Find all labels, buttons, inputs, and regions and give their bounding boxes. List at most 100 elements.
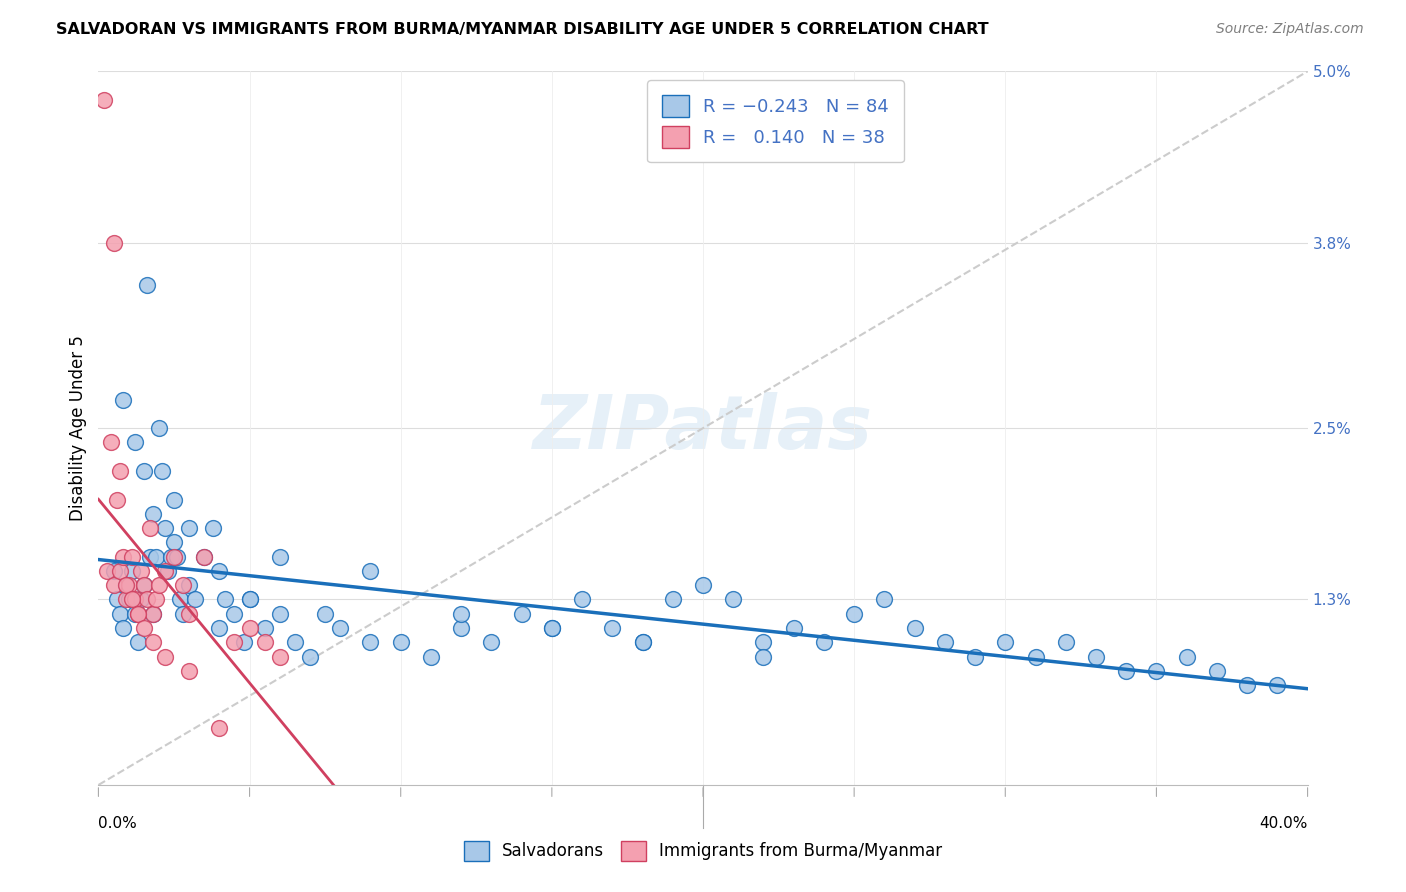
Point <box>904 621 927 635</box>
Point <box>450 607 472 621</box>
Point <box>148 578 170 592</box>
Point <box>184 592 207 607</box>
Point <box>253 635 276 649</box>
Point <box>994 635 1017 649</box>
Point <box>208 721 231 735</box>
Point <box>540 621 562 635</box>
Point <box>160 549 183 564</box>
Point <box>153 564 176 578</box>
Point <box>114 578 136 592</box>
Point <box>105 492 128 507</box>
Point <box>118 578 141 592</box>
Point <box>111 392 134 407</box>
Y-axis label: Disability Age Under 5: Disability Age Under 5 <box>69 335 87 521</box>
Point <box>329 621 352 635</box>
Point <box>129 564 152 578</box>
Point <box>1115 664 1137 678</box>
Point <box>232 635 254 649</box>
Point <box>179 578 201 592</box>
Point <box>269 607 291 621</box>
Point <box>121 549 143 564</box>
Point <box>114 578 136 592</box>
Point <box>631 635 654 649</box>
Point <box>132 464 155 478</box>
Point <box>105 592 128 607</box>
Point <box>148 421 170 435</box>
Text: 0.0%: 0.0% <box>98 816 138 831</box>
Point <box>934 635 956 649</box>
Point <box>224 635 246 649</box>
Point <box>752 635 775 649</box>
Point <box>139 521 162 535</box>
Point <box>124 607 146 621</box>
Point <box>135 592 157 607</box>
Point <box>752 649 775 664</box>
Point <box>873 592 896 607</box>
Point <box>540 621 562 635</box>
Point <box>208 564 231 578</box>
Point <box>224 607 246 621</box>
Point <box>1054 635 1077 649</box>
Point <box>145 549 167 564</box>
Point <box>127 635 149 649</box>
Point <box>132 621 155 635</box>
Point <box>602 621 624 635</box>
Point <box>1085 649 1108 664</box>
Point <box>1267 678 1289 692</box>
Point <box>239 621 262 635</box>
Point <box>284 635 307 649</box>
Point <box>1236 678 1258 692</box>
Point <box>114 592 136 607</box>
Point <box>139 549 162 564</box>
Point <box>118 592 141 607</box>
Point <box>111 549 134 564</box>
Point <box>692 578 714 592</box>
Point <box>1175 649 1198 664</box>
Point <box>179 521 201 535</box>
Point <box>193 549 215 564</box>
Point <box>389 635 412 649</box>
Point <box>662 592 685 607</box>
Point <box>142 507 165 521</box>
Point <box>844 607 866 621</box>
Point <box>179 607 201 621</box>
Text: 40.0%: 40.0% <box>1260 816 1308 831</box>
Point <box>132 578 155 592</box>
Text: ZIPatlas: ZIPatlas <box>533 392 873 465</box>
Point <box>481 635 503 649</box>
Point <box>169 592 191 607</box>
Point <box>1024 649 1046 664</box>
Point <box>208 621 231 635</box>
Point <box>202 521 225 535</box>
Point <box>214 592 236 607</box>
Point <box>121 564 143 578</box>
Point <box>108 607 131 621</box>
Point <box>631 635 654 649</box>
Point <box>142 607 165 621</box>
Point <box>150 464 173 478</box>
Point <box>103 235 125 250</box>
Point <box>166 549 188 564</box>
Point <box>965 649 987 664</box>
Point <box>132 578 155 592</box>
Point <box>571 592 593 607</box>
Point <box>145 592 167 607</box>
Point <box>239 592 262 607</box>
Point <box>103 564 125 578</box>
Point <box>253 621 276 635</box>
Point <box>179 664 201 678</box>
Point <box>153 649 176 664</box>
Point <box>156 564 179 578</box>
Point <box>1144 664 1167 678</box>
Point <box>269 649 291 664</box>
Point <box>111 621 134 635</box>
Point <box>93 93 115 107</box>
Point <box>142 607 165 621</box>
Point <box>360 564 382 578</box>
Text: Source: ZipAtlas.com: Source: ZipAtlas.com <box>1216 22 1364 37</box>
Point <box>172 607 194 621</box>
Point <box>510 607 533 621</box>
Legend: Salvadorans, Immigrants from Burma/Myanmar: Salvadorans, Immigrants from Burma/Myanm… <box>456 832 950 870</box>
Point <box>103 578 125 592</box>
Point <box>783 621 806 635</box>
